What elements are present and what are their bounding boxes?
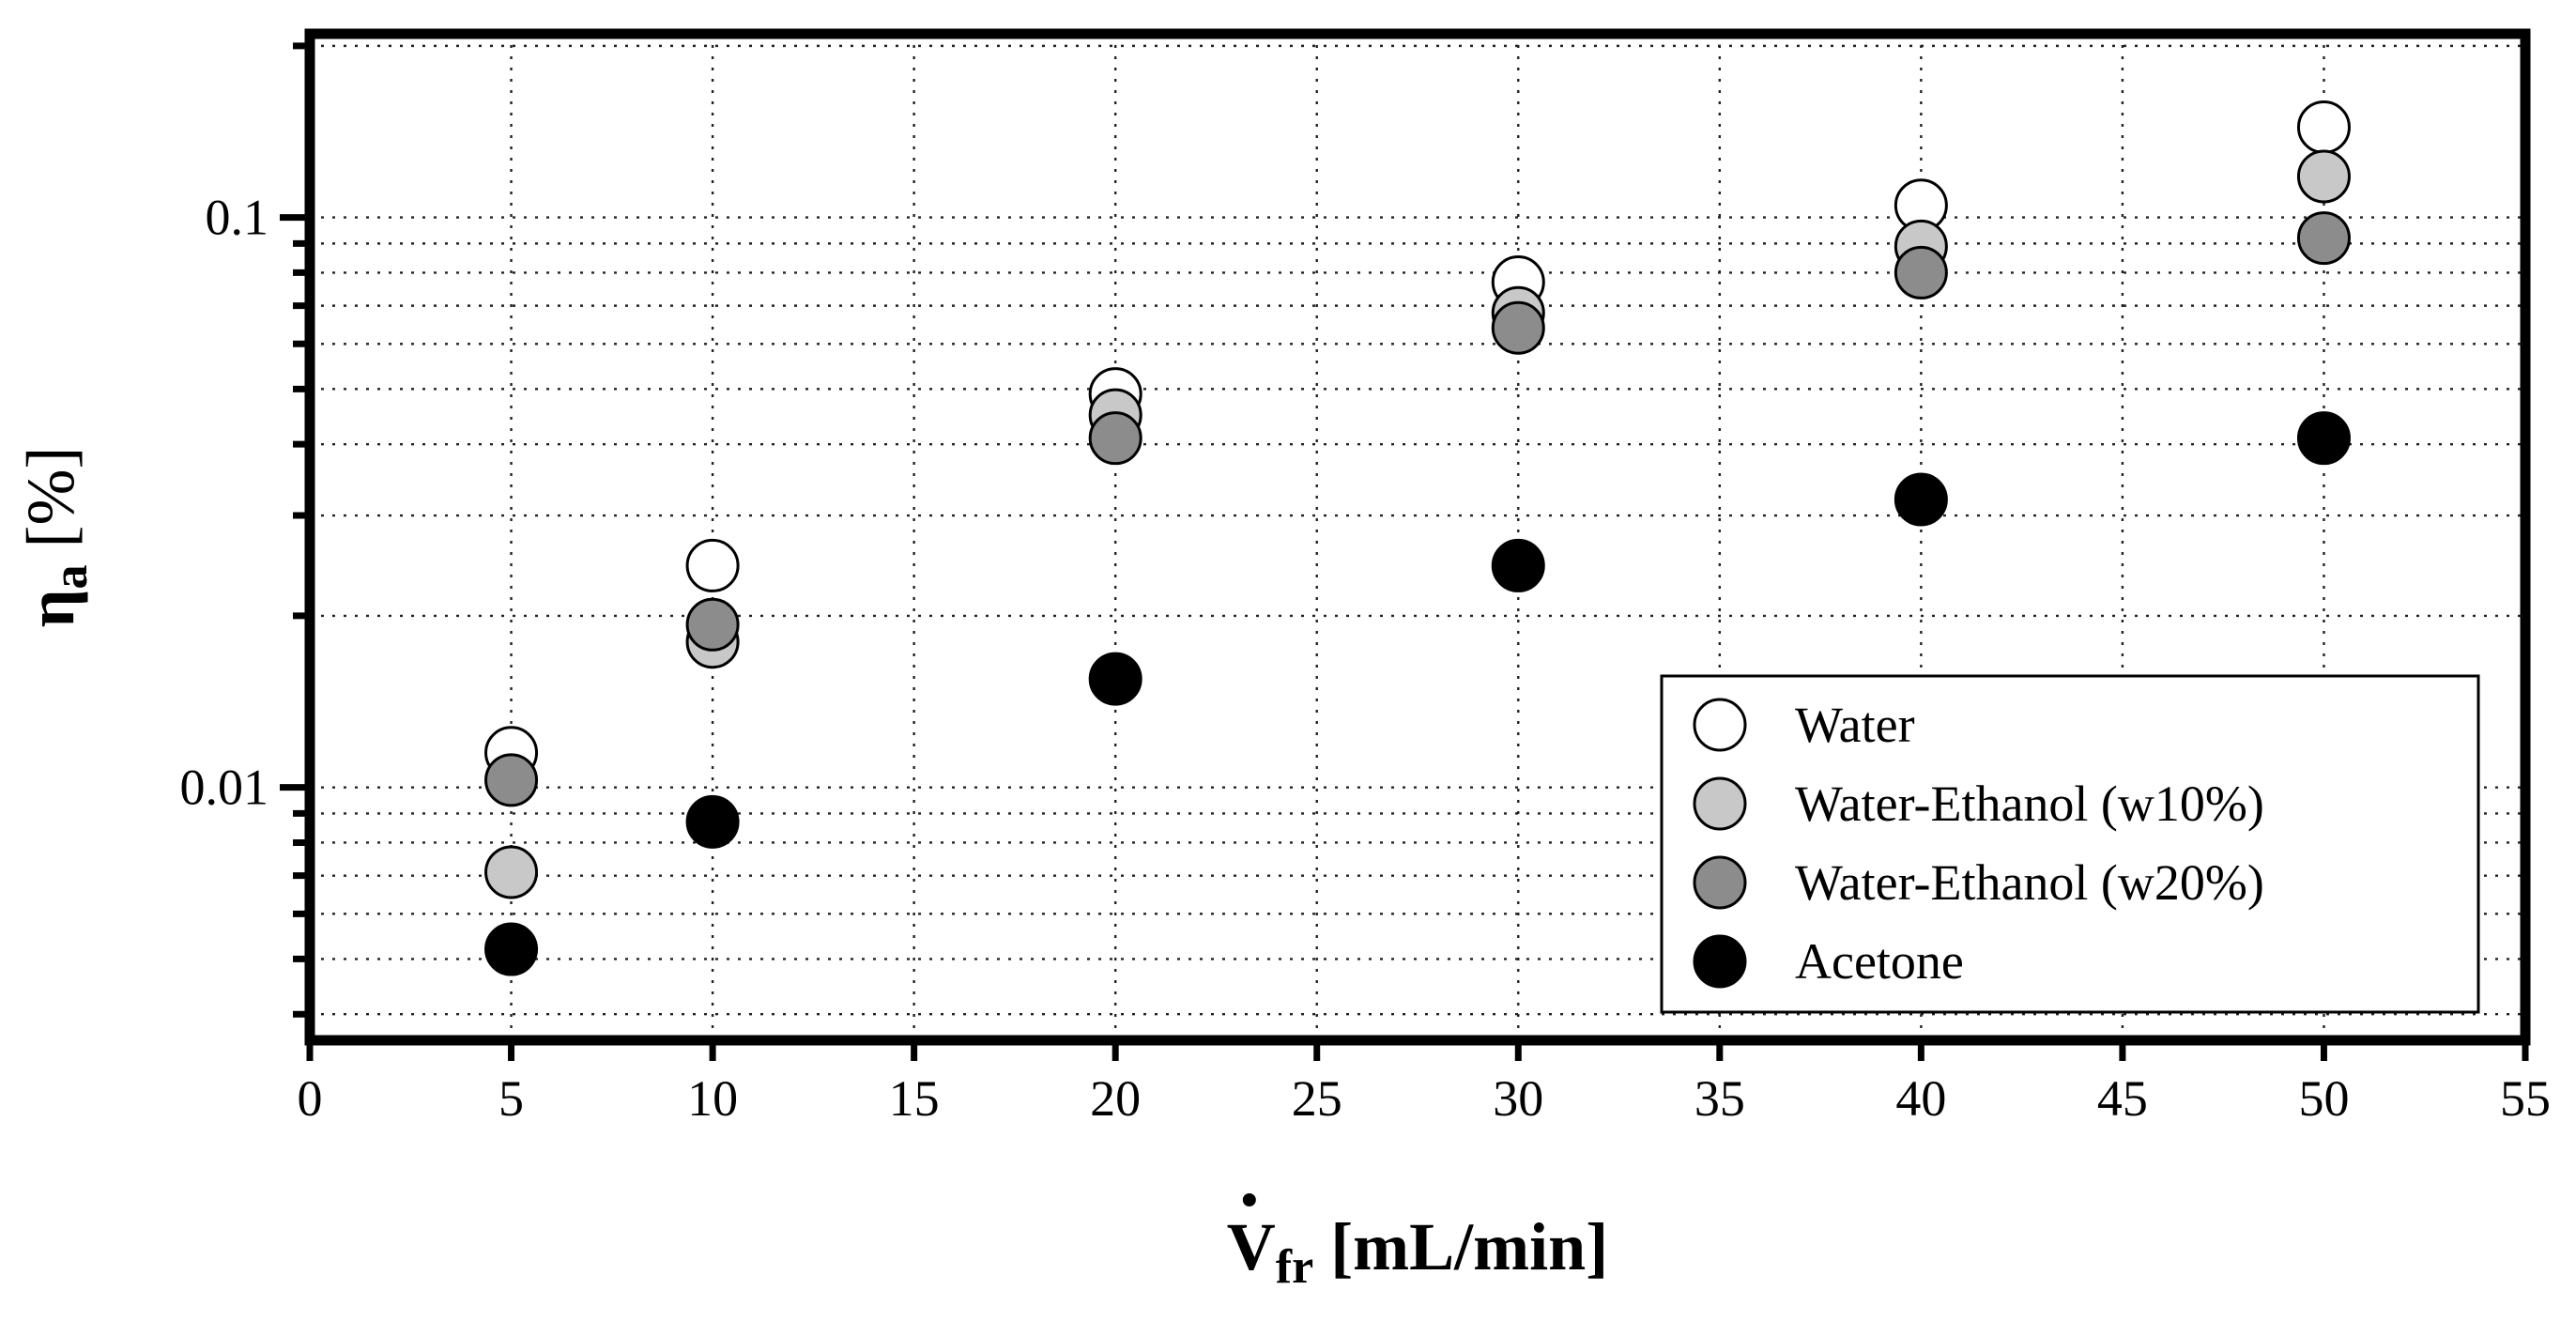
- y-axis-title-symbol: η: [13, 590, 88, 628]
- legend-entry: Acetone: [1693, 933, 1964, 990]
- series-3: [484, 411, 2351, 976]
- overdot-mark: [1242, 1193, 1256, 1206]
- data-point: [484, 845, 539, 899]
- data-point: [685, 538, 740, 592]
- data-point: [2296, 100, 2351, 154]
- y-tick-label: 0.1: [206, 190, 269, 246]
- x-axis-title-symbol: V: [1227, 1209, 1276, 1284]
- legend-marker: [1693, 776, 1747, 831]
- legend-items: Water Water-Ethanol (w10%) Water-Ethanol (…: [1693, 697, 2264, 990]
- y-axis-title: ηa [%]: [13, 447, 98, 628]
- data-point: [1491, 300, 1545, 355]
- x-tick-label: 55: [2500, 1070, 2551, 1127]
- x-axis-title-overdot: [1242, 1193, 1256, 1206]
- x-tick-label: 45: [2097, 1070, 2148, 1127]
- legend-entry: Water-Ethanol (w20%): [1693, 854, 2264, 911]
- x-tick-label: 25: [1292, 1070, 1342, 1127]
- legend-entry: Water: [1693, 697, 1915, 753]
- legend-entry: Water-Ethanol (w10%): [1693, 776, 2264, 832]
- legend-marker: [1693, 698, 1747, 752]
- x-tick-label: 30: [1493, 1070, 1543, 1127]
- x-tick-label: 35: [1694, 1070, 1745, 1127]
- data-point: [685, 597, 740, 652]
- legend-marker: [1693, 934, 1747, 989]
- x-axis-title-subscript: fr: [1276, 1240, 1313, 1294]
- x-tick-label: 10: [687, 1070, 738, 1127]
- x-tick-label: 40: [1895, 1070, 1946, 1127]
- data-point: [1088, 411, 1142, 466]
- data-point: [484, 753, 539, 807]
- x-axis-title-unit: [mL/min]: [1313, 1209, 1608, 1284]
- data-point: [1894, 472, 1948, 527]
- data-point: [484, 922, 539, 976]
- y-axis-title-unit: [%]: [13, 447, 88, 565]
- data-point: [2296, 149, 2351, 204]
- x-tick-label: 20: [1090, 1070, 1141, 1127]
- point-layer: [484, 100, 2351, 976]
- data-point: [685, 794, 740, 849]
- x-tick-label: 5: [498, 1070, 524, 1127]
- data-point: [2296, 411, 2351, 466]
- tick-layer: 0 5 10 15 20 25 30 35 40 45 50 55 0.01 0.1: [180, 42, 2551, 1127]
- legend: Water Water-Ethanol (w10%) Water-Ethanol (…: [1660, 674, 2480, 1014]
- series-2: [484, 211, 2351, 807]
- legend-label: Acetone: [1795, 933, 1964, 990]
- data-point: [1088, 652, 1142, 706]
- legend-label: Water-Ethanol (w20%): [1795, 854, 2264, 911]
- legend-marker: [1693, 855, 1747, 910]
- legend-label: Water: [1795, 697, 1915, 753]
- legend-box: [1660, 674, 2480, 1014]
- x-tick-label: 15: [889, 1070, 940, 1127]
- data-point: [1491, 538, 1545, 592]
- x-tick-label: 50: [2298, 1070, 2349, 1127]
- y-axis-title-subscript: a: [44, 565, 98, 590]
- data-point: [2296, 211, 2351, 266]
- legend-label: Water-Ethanol (w10%): [1795, 776, 2264, 832]
- x-axis-title: Vfr [mL/min]: [1227, 1209, 1608, 1294]
- x-tick-label: 0: [298, 1070, 323, 1127]
- data-point: [1894, 245, 1948, 300]
- y-tick-label: 0.01: [180, 760, 269, 816]
- plot-frame: [304, 28, 2531, 1046]
